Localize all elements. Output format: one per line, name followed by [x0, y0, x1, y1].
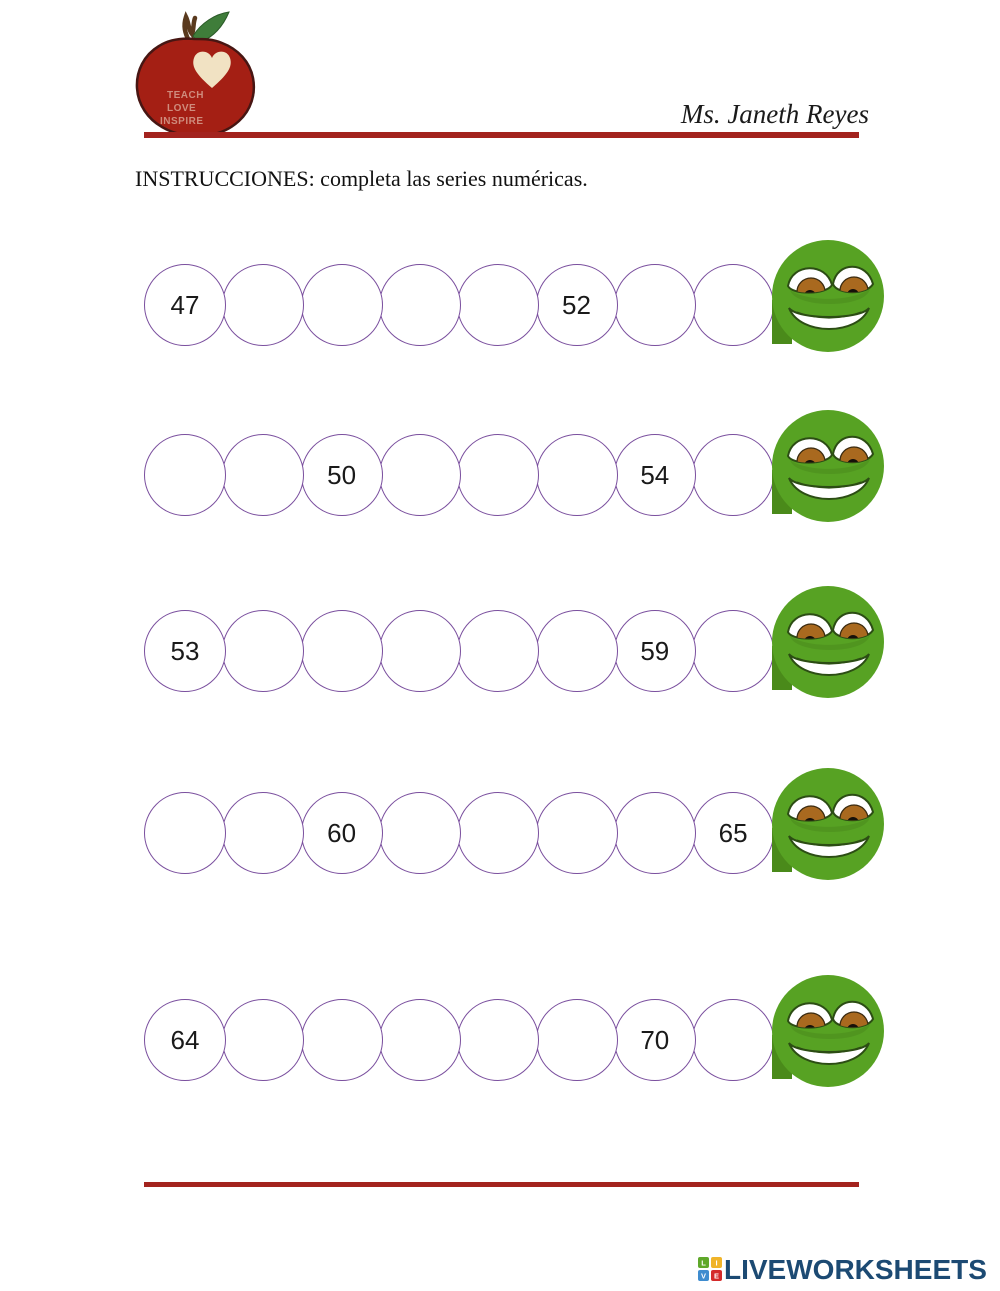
svg-text:TEACH: TEACH: [167, 90, 204, 101]
svg-text:INSPIRE: INSPIRE: [160, 116, 204, 127]
svg-text:V: V: [701, 1272, 706, 1281]
svg-text:L: L: [701, 1259, 706, 1268]
svg-text:LOVE: LOVE: [167, 103, 196, 114]
svg-text:I: I: [715, 1259, 717, 1268]
svg-text:E: E: [714, 1272, 719, 1281]
